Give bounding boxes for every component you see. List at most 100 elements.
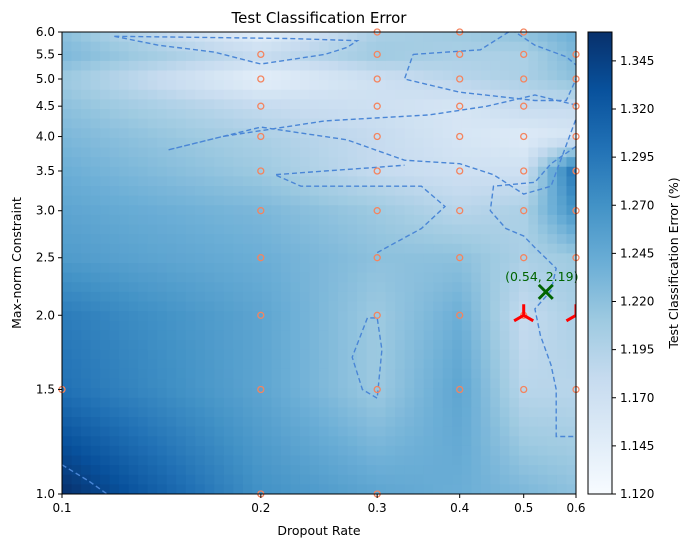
heatmap-cell	[109, 60, 120, 72]
heatmap-cell	[71, 214, 82, 226]
heatmap-cell	[166, 80, 177, 91]
heatmap-cell	[537, 80, 549, 91]
heatmap-cell	[204, 41, 215, 52]
heatmap-cell	[214, 224, 225, 235]
heatmap-cell	[556, 359, 568, 370]
heatmap-cell	[547, 417, 558, 428]
heatmap-cell	[499, 426, 510, 437]
heatmap-cell	[119, 99, 130, 110]
heatmap-cell	[195, 80, 206, 91]
heatmap-cell	[556, 301, 568, 312]
heatmap-cell	[537, 128, 549, 139]
heatmap-cell	[319, 455, 330, 466]
heatmap-cell	[290, 484, 301, 494]
heatmap-cell	[204, 301, 215, 312]
heatmap-cell	[62, 311, 73, 322]
heatmap-cell	[138, 89, 149, 100]
heatmap-cell	[204, 417, 215, 428]
heatmap-cell	[328, 368, 339, 380]
heatmap-cell	[537, 407, 549, 418]
heatmap-cell	[404, 147, 415, 158]
heatmap-cell	[71, 359, 82, 370]
heatmap-cell	[471, 445, 482, 457]
heatmap-cell	[404, 253, 415, 264]
heatmap-cell	[100, 388, 111, 399]
heatmap-cell	[271, 349, 282, 360]
heatmap-cell	[385, 166, 396, 177]
heatmap-cell	[366, 32, 377, 43]
heatmap-cell	[280, 195, 292, 206]
heatmap-cell	[147, 378, 158, 389]
heatmap-cell	[376, 465, 387, 476]
heatmap-cell	[62, 340, 73, 351]
heatmap-cell	[119, 272, 130, 283]
heatmap-cell	[204, 368, 215, 380]
heatmap-cell	[499, 128, 510, 139]
heatmap-cell	[204, 176, 215, 187]
heatmap-cell	[480, 359, 491, 370]
heatmap-cell	[138, 137, 149, 149]
heatmap-cell	[433, 426, 444, 437]
x-tick-label: 0.3	[368, 501, 387, 515]
heatmap-cell	[185, 436, 196, 447]
heatmap-cell	[528, 176, 539, 187]
heatmap-cell	[185, 157, 196, 168]
heatmap-cell	[537, 186, 549, 197]
heatmap-cell	[395, 484, 406, 494]
heatmap-cell	[309, 137, 320, 149]
heatmap-cell	[319, 445, 330, 457]
heatmap-cell	[404, 99, 415, 110]
heatmap-cell	[252, 137, 263, 149]
heatmap-cell	[214, 41, 225, 52]
heatmap-cell	[242, 51, 253, 62]
heatmap-cell	[214, 99, 225, 110]
heatmap-cell	[214, 455, 225, 466]
heatmap-cell	[366, 301, 377, 312]
heatmap-cell	[566, 253, 576, 264]
heatmap-cell	[366, 99, 377, 110]
heatmap-cell	[423, 176, 434, 187]
heatmap-cell	[185, 263, 196, 274]
heatmap-cell	[290, 397, 301, 408]
heatmap-cell	[518, 445, 530, 457]
heatmap-cell	[376, 484, 387, 494]
heatmap-cell	[433, 166, 444, 177]
heatmap-cell	[404, 89, 415, 100]
heatmap-cell	[147, 99, 158, 110]
heatmap-cell	[395, 80, 406, 91]
heatmap-cell	[128, 166, 139, 177]
heatmap-cell	[357, 234, 368, 245]
heatmap-cell	[128, 147, 139, 158]
contour-lines	[62, 32, 576, 494]
heatmap-cell	[109, 397, 120, 408]
sample-point	[373, 254, 381, 262]
heatmap-cell	[471, 272, 482, 283]
heatmap-cell	[556, 417, 568, 428]
heatmap-cell	[157, 484, 168, 494]
heatmap-cell	[357, 397, 368, 408]
heatmap-cell	[404, 368, 415, 380]
heatmap-cell	[395, 137, 406, 149]
heatmap-cell	[461, 465, 472, 476]
heatmap-cell	[204, 80, 215, 91]
heatmap-cell	[157, 378, 168, 389]
heatmap-cell	[100, 234, 111, 245]
heatmap-cell	[319, 311, 330, 322]
heatmap-cell	[509, 272, 520, 283]
heatmap-cell	[290, 426, 301, 437]
heatmap-cell	[252, 263, 263, 274]
heatmap-cell	[309, 118, 320, 129]
heatmap-cell	[480, 291, 491, 303]
heatmap-cell	[261, 340, 273, 351]
heatmap-cell	[566, 51, 576, 62]
heatmap-cell	[195, 407, 206, 418]
heatmap-cell	[157, 89, 168, 100]
heatmap-cell	[566, 455, 576, 466]
heatmap-cell	[147, 282, 158, 293]
heatmap-cell	[157, 32, 168, 43]
heatmap-cell	[261, 436, 273, 447]
heatmap-cell	[414, 484, 425, 494]
heatmap-cell	[204, 445, 215, 457]
heatmap-cell	[461, 224, 472, 235]
heatmap-cell	[404, 417, 415, 428]
